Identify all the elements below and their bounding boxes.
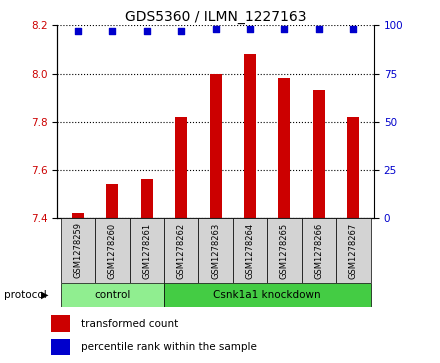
FancyBboxPatch shape bbox=[233, 218, 267, 283]
Point bbox=[281, 26, 288, 32]
FancyBboxPatch shape bbox=[95, 218, 129, 283]
Bar bbox=[313, 90, 325, 218]
Bar bbox=[72, 213, 84, 218]
FancyBboxPatch shape bbox=[164, 218, 198, 283]
Point bbox=[178, 28, 185, 34]
Bar bbox=[175, 117, 187, 218]
Bar bbox=[209, 73, 222, 218]
Bar bbox=[347, 117, 359, 218]
Text: GSM1278266: GSM1278266 bbox=[315, 223, 323, 278]
Text: GSM1278261: GSM1278261 bbox=[142, 223, 151, 278]
Text: Csnk1a1 knockdown: Csnk1a1 knockdown bbox=[213, 290, 321, 300]
FancyBboxPatch shape bbox=[302, 218, 336, 283]
Text: transformed count: transformed count bbox=[81, 319, 179, 329]
Text: GSM1278267: GSM1278267 bbox=[349, 223, 358, 278]
Bar bbox=[51, 315, 70, 332]
Point bbox=[315, 26, 323, 32]
Text: GSM1278263: GSM1278263 bbox=[211, 223, 220, 278]
Text: GSM1278262: GSM1278262 bbox=[177, 223, 186, 278]
FancyBboxPatch shape bbox=[267, 218, 302, 283]
Point bbox=[109, 28, 116, 34]
Title: GDS5360 / ILMN_1227163: GDS5360 / ILMN_1227163 bbox=[125, 11, 306, 24]
Bar bbox=[106, 184, 118, 218]
Text: control: control bbox=[94, 290, 131, 300]
Point bbox=[350, 26, 357, 32]
Text: GSM1278264: GSM1278264 bbox=[246, 223, 254, 278]
Text: ▶: ▶ bbox=[41, 290, 48, 300]
Text: GSM1278259: GSM1278259 bbox=[73, 223, 82, 278]
Text: percentile rank within the sample: percentile rank within the sample bbox=[81, 342, 257, 352]
FancyBboxPatch shape bbox=[164, 283, 370, 307]
FancyBboxPatch shape bbox=[129, 218, 164, 283]
Bar bbox=[244, 54, 256, 218]
Bar bbox=[141, 179, 153, 218]
Point bbox=[212, 26, 219, 32]
Bar bbox=[51, 339, 70, 355]
Point bbox=[74, 28, 81, 34]
FancyBboxPatch shape bbox=[61, 218, 95, 283]
Point bbox=[246, 26, 253, 32]
Point bbox=[143, 28, 150, 34]
FancyBboxPatch shape bbox=[336, 218, 370, 283]
Text: GSM1278260: GSM1278260 bbox=[108, 223, 117, 278]
Text: protocol: protocol bbox=[4, 290, 47, 300]
Bar bbox=[279, 78, 290, 218]
FancyBboxPatch shape bbox=[61, 283, 164, 307]
Text: GSM1278265: GSM1278265 bbox=[280, 223, 289, 278]
FancyBboxPatch shape bbox=[198, 218, 233, 283]
